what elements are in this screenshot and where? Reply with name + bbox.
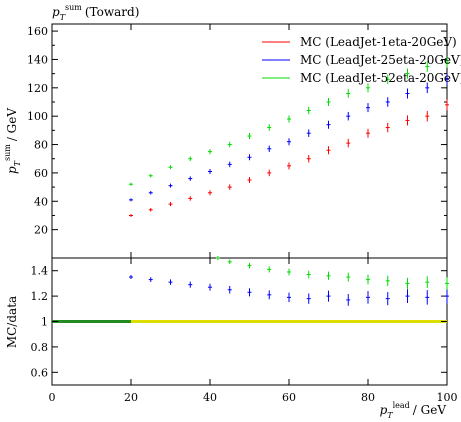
main-panel: 20 40 60 80 100 120 140 160 pTsum/ GeV MC (Lead… [3, 23, 461, 259]
ratio-y-tick-label: 1 [41, 316, 48, 329]
main-data-points [129, 56, 449, 217]
legend-label-1: MC (LeadJet-25eta-20GeV) [300, 53, 461, 67]
ratio-data-points [129, 256, 449, 306]
main-y-tick-label: 80 [34, 139, 48, 152]
main-y-tick-label: 40 [34, 195, 48, 208]
main-y-tick-label: 100 [27, 110, 48, 123]
ratio-x-tick-label: 20 [124, 391, 138, 404]
ratio-y-tick-label: 0.6 [31, 366, 49, 379]
ratio-y-axis-label: MC/data [5, 296, 19, 348]
figure-title: pTsum (Toward) [52, 3, 139, 22]
ratio-x-axis: 0 20 40 60 80 100 [49, 258, 458, 404]
ratio-y-axis: 0.6 0.8 1 1.2 1.4 [31, 265, 447, 379]
ratio-x-tick-label: 0 [49, 391, 56, 404]
ratio-x-tick-label: 60 [282, 391, 296, 404]
legend-label-0: MC (LeadJet-1eta-20GeV) [300, 35, 457, 49]
legend: MC (LeadJet-1eta-20GeV) MC (LeadJet-25eta… [262, 35, 461, 85]
x-axis-label: pTlead / GeV [380, 401, 447, 420]
ratio-x-tick-label: 80 [361, 391, 375, 404]
main-y-tick-label: 140 [27, 53, 48, 66]
main-y-axis: 20 40 60 80 100 120 140 160 [27, 24, 448, 258]
main-y-tick-label: 60 [34, 167, 48, 180]
main-y-tick-label: 20 [34, 224, 48, 237]
ratio-y-tick-label: 0.8 [31, 341, 49, 354]
legend-label-2: MC (LeadJet-52eta-20GeV) [300, 71, 461, 85]
main-y-axis-label: pTsum/ GeV [3, 108, 22, 174]
ratio-y-tick-label: 1.2 [31, 290, 49, 303]
main-y-tick-label: 120 [27, 82, 48, 95]
ratio-x-tick-label: 100 [437, 391, 458, 404]
ratio-x-tick-label: 40 [203, 391, 217, 404]
ratio-y-tick-label: 1.4 [31, 265, 49, 278]
ratio-panel: 0.6 0.8 1 1.2 1.4 0 20 40 60 80 100 MC/data pTlea… [5, 256, 458, 420]
main-y-tick-label: 160 [27, 25, 48, 38]
